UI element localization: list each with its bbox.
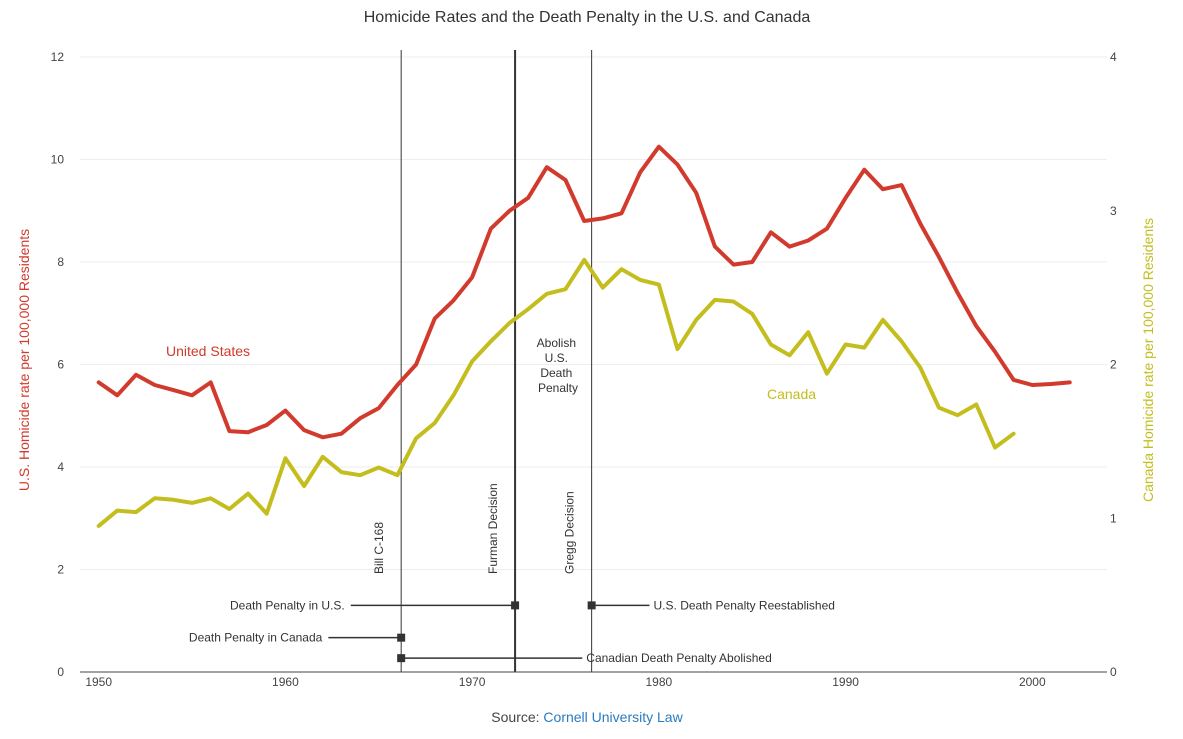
series-line-united-states [96, 144, 1072, 440]
gridlines [80, 56, 1107, 570]
y2-tick-label-1: 1 [1110, 511, 1117, 525]
x-tick-label-2000: 2000 [1019, 675, 1046, 689]
source-prefix: Source: [491, 709, 543, 725]
abolish-line-2: U.S. [545, 351, 568, 365]
death-penalty-timeline: Death Penalty in U.S. U.S. Death Penalty … [189, 598, 835, 665]
source-note: Source: Cornell University Law [491, 709, 683, 725]
event-label-1: Furman Decision [486, 483, 500, 574]
series-label-united-states: United States [166, 343, 250, 359]
event-lines: Bill C-168 Furman Decision Gregg Decision [372, 50, 593, 672]
x-tick-label-1960: 1960 [272, 675, 299, 689]
event-label-0: Bill C-168 [372, 522, 386, 574]
series-lines [96, 144, 1072, 528]
y-axis-title-left: U.S. Homicide rate per 100,000 Residents [16, 229, 32, 491]
abolish-line-1: Abolish [537, 336, 576, 350]
abolish-line-3: Death [540, 366, 572, 380]
y2-tick-label-4: 4 [1110, 50, 1117, 64]
series-line-canada [96, 257, 1016, 528]
timeline-marker-2 [397, 633, 406, 642]
y-tick-label-6: 6 [57, 358, 64, 372]
series-label-canada: Canada [767, 386, 816, 402]
timeline-label-3: Canadian Death Penalty Abolished [586, 651, 771, 665]
abolish-line-4: Penalty [538, 381, 578, 395]
y-tick-label-0: 0 [57, 665, 64, 679]
y-tick-label-10: 10 [51, 153, 65, 167]
source-link[interactable]: Cornell University Law [543, 709, 683, 725]
y-tick-label-12: 12 [51, 50, 65, 64]
y-tick-label-2: 2 [57, 563, 64, 577]
abolish-annotation: Abolish U.S. Death Penalty [537, 336, 580, 395]
y-tick-label-4: 4 [57, 460, 64, 474]
x-tick-label-1990: 1990 [832, 675, 859, 689]
timeline-marker-3 [397, 654, 406, 663]
event-label-2: Gregg Decision [563, 491, 577, 574]
x-tick-label-1980: 1980 [646, 675, 673, 689]
y-tick-label-8: 8 [57, 255, 64, 269]
timeline-label-0: Death Penalty in U.S. [230, 598, 345, 612]
timeline-label-1: U.S. Death Penalty Reestablished [654, 598, 835, 612]
timeline-marker-0 [511, 601, 520, 610]
timeline-marker-1 [587, 601, 596, 610]
timeline-label-2: Death Penalty in Canada [189, 631, 323, 645]
chart-title: Homicide Rates and the Death Penalty in … [364, 9, 811, 26]
x-tick-label-1950: 1950 [85, 675, 112, 689]
y2-tick-label-3: 3 [1110, 204, 1117, 218]
y-axis-title-right: Canada Homicide rate per 100,000 Residen… [1140, 218, 1156, 502]
y2-tick-label-0: 0 [1110, 665, 1117, 679]
x-tick-label-1970: 1970 [459, 675, 486, 689]
y2-tick-label-2: 2 [1110, 358, 1117, 372]
